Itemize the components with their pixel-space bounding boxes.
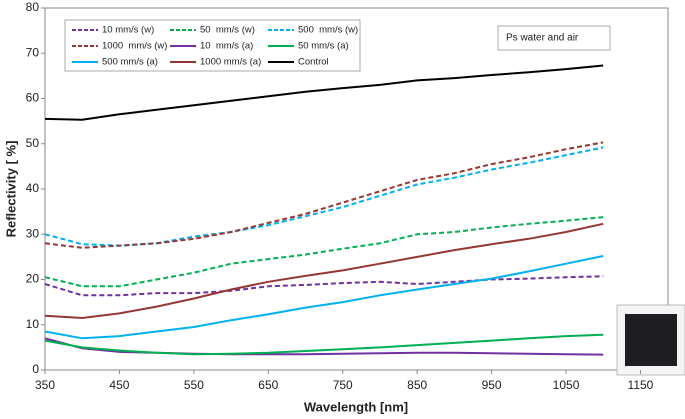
y-tick-label: 80: [26, 0, 40, 14]
x-tick-label: 450: [109, 378, 129, 392]
x-tick-label: 950: [482, 378, 502, 392]
series-line: [44, 141, 604, 249]
annotation-box: [497, 25, 611, 51]
y-tick-label: 60: [26, 91, 40, 105]
legend-label: Control: [298, 57, 329, 68]
x-tick-label: 350: [35, 378, 55, 392]
x-tick-label: 550: [184, 378, 204, 392]
x-tick-label: 850: [407, 378, 427, 392]
y-tick-label: 70: [26, 45, 40, 59]
legend-label: 500 mm/s (w): [298, 25, 358, 36]
series-line: [44, 333, 604, 356]
legend-label: 10 mm/s (a): [200, 41, 253, 52]
legend-label: 1000 mm/s (a): [200, 57, 261, 68]
series-line: [44, 275, 604, 297]
annotation: Ps water and air: [506, 33, 579, 44]
y-tick-label: 40: [26, 181, 40, 195]
x-tick-label: 1050: [553, 378, 580, 392]
y-tick-label: 30: [26, 226, 40, 240]
legend-label: 50 mm/s (a): [298, 41, 349, 52]
y-tick-label: 50: [26, 136, 40, 150]
y-tick-label: 20: [26, 272, 40, 286]
series-line: [44, 337, 604, 356]
legend-label: 500 mm/s (a): [102, 57, 158, 68]
series-line: [44, 216, 604, 288]
y-tick-label: 0: [32, 362, 39, 376]
legend-label: 1000 mm/s (w): [102, 41, 167, 52]
y-axis-title: Reflectivity [ %]: [3, 141, 18, 238]
series-line: [44, 222, 604, 320]
x-tick-label: 1150: [628, 378, 654, 392]
x-axis-title: Wavelength [nm]: [304, 399, 408, 414]
series-line: [44, 146, 604, 247]
legend-label: 10 mm/s (w): [102, 25, 154, 36]
series-line: [44, 64, 604, 121]
legend-box: [64, 19, 361, 72]
inset-photo: [616, 304, 685, 376]
y-tick-label: 10: [26, 317, 40, 331]
series-line: [44, 255, 604, 340]
x-tick-label: 750: [333, 378, 353, 392]
x-tick-label: 650: [258, 378, 278, 392]
legend-label: 50 mm/s (w): [200, 25, 255, 36]
